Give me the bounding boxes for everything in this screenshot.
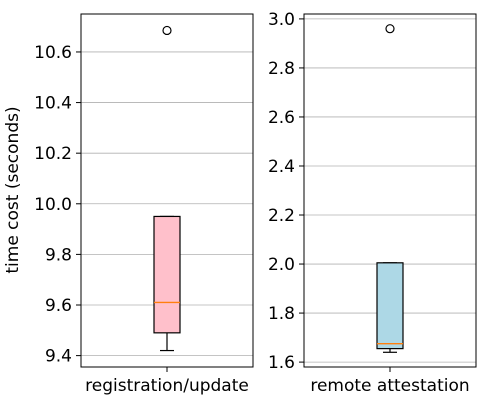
- category-label: remote attestation: [310, 376, 469, 396]
- category-label: registration/update: [85, 376, 249, 396]
- y-tick-label: 10.6: [34, 43, 72, 63]
- outlier-point: [385, 24, 395, 34]
- y-tick-label: 10.2: [34, 144, 72, 164]
- plot-frame: [80, 13, 254, 368]
- y-tick-label: 9.8: [45, 245, 72, 265]
- y-tick-label: 3.0: [268, 10, 295, 30]
- y-axis-title: time cost (seconds): [3, 106, 23, 273]
- outlier-point: [162, 25, 172, 36]
- y-tick-label: 2.6: [268, 108, 295, 128]
- y-tick-label: 2.8: [268, 59, 295, 79]
- y-tick-label: 2.2: [268, 206, 295, 226]
- plot-frame: [303, 13, 477, 368]
- y-tick-label: 10.4: [34, 94, 72, 114]
- y-tick-label: 9.4: [45, 347, 72, 367]
- y-tick-label: 2.0: [268, 255, 295, 275]
- iqr-box: [153, 215, 181, 334]
- y-tick-label: 1.6: [268, 353, 295, 373]
- y-tick-label: 2.4: [268, 157, 295, 177]
- iqr-box: [376, 262, 404, 350]
- y-tick-label: 1.8: [268, 304, 295, 324]
- y-tick-label: 9.6: [45, 296, 72, 316]
- y-tick-label: 10.0: [34, 195, 72, 215]
